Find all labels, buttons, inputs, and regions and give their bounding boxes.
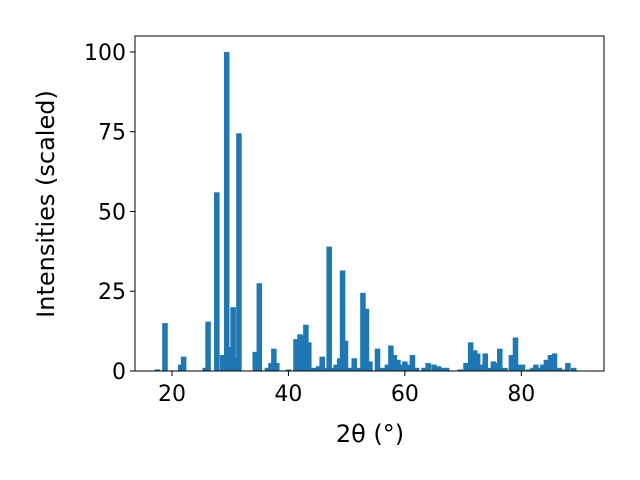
bar xyxy=(471,350,478,371)
bar xyxy=(177,364,184,371)
bar xyxy=(315,366,322,371)
bar xyxy=(342,340,349,371)
bar xyxy=(293,339,299,371)
y-tick-label: 0 xyxy=(112,360,126,385)
bar xyxy=(227,347,233,371)
bar xyxy=(285,369,292,371)
bar xyxy=(351,358,357,371)
bar xyxy=(391,355,398,371)
x-axis-label: 2θ (°) xyxy=(336,420,404,448)
x-tick-label: 20 xyxy=(158,382,186,407)
bar xyxy=(479,364,486,371)
y-tick-label: 100 xyxy=(84,41,126,66)
bar xyxy=(346,367,353,371)
bar xyxy=(297,334,303,371)
y-axis-label: Intensities (scaled) xyxy=(32,90,60,318)
bar xyxy=(406,364,412,371)
bar xyxy=(355,367,362,371)
bar xyxy=(425,363,431,371)
bar xyxy=(556,367,562,371)
bar xyxy=(431,364,437,371)
plot-frame xyxy=(134,35,605,372)
y-tick-label: 50 xyxy=(98,200,126,225)
bar xyxy=(395,359,401,371)
bar xyxy=(439,367,446,371)
bar xyxy=(339,270,346,371)
bar xyxy=(421,367,427,371)
bar xyxy=(494,363,500,371)
bar xyxy=(486,367,493,371)
bar xyxy=(533,364,539,371)
bar xyxy=(323,367,330,371)
bar xyxy=(319,356,325,371)
bar xyxy=(363,308,370,371)
bar xyxy=(399,364,405,371)
bar xyxy=(274,363,280,371)
bar xyxy=(154,369,161,371)
bar xyxy=(490,361,497,371)
bar xyxy=(205,321,211,371)
bar xyxy=(202,367,208,371)
bar xyxy=(271,348,277,371)
bar xyxy=(223,51,230,371)
bar xyxy=(252,351,258,371)
bar xyxy=(329,367,336,371)
bar xyxy=(219,355,226,371)
bar xyxy=(540,364,546,371)
bar xyxy=(336,358,343,371)
bar xyxy=(214,192,220,371)
bar xyxy=(333,364,339,371)
bar xyxy=(374,348,381,371)
bar xyxy=(559,369,565,371)
bar xyxy=(379,367,386,371)
bar xyxy=(543,359,550,371)
bar xyxy=(508,355,515,371)
bar xyxy=(268,363,274,371)
bar xyxy=(236,133,242,371)
bar xyxy=(482,353,488,371)
x-tick-label: 40 xyxy=(274,382,302,407)
bar xyxy=(536,367,542,371)
bar xyxy=(180,356,187,371)
bar xyxy=(264,367,271,371)
bar xyxy=(565,363,571,371)
bar xyxy=(300,335,306,371)
bar xyxy=(306,342,312,371)
bar xyxy=(497,348,503,371)
bar xyxy=(474,353,481,371)
y-tick-label: 75 xyxy=(98,121,126,146)
bar xyxy=(162,323,168,371)
bar xyxy=(570,367,577,371)
bar xyxy=(402,361,408,371)
bar xyxy=(303,324,309,371)
bar xyxy=(502,367,508,371)
bar xyxy=(233,358,239,371)
bar xyxy=(388,345,394,371)
x-tick-label: 60 xyxy=(391,382,419,407)
bar xyxy=(230,307,236,371)
bar xyxy=(435,366,442,371)
bar xyxy=(530,367,536,371)
bar xyxy=(512,337,519,371)
bar xyxy=(467,342,474,371)
bar xyxy=(413,367,420,371)
bar xyxy=(384,364,391,371)
bar xyxy=(515,364,522,371)
bar xyxy=(547,355,554,371)
bar xyxy=(551,353,558,371)
bar xyxy=(444,367,450,371)
x-tick-label: 80 xyxy=(507,382,535,407)
bar xyxy=(457,369,463,371)
y-tick-label: 25 xyxy=(98,280,126,305)
bar xyxy=(310,367,317,371)
bar xyxy=(526,369,532,371)
bar xyxy=(360,292,366,371)
bar xyxy=(367,361,373,371)
bar xyxy=(256,283,263,371)
bar xyxy=(326,246,332,371)
bar xyxy=(519,364,526,371)
bar xyxy=(409,355,416,371)
bar xyxy=(463,363,469,371)
